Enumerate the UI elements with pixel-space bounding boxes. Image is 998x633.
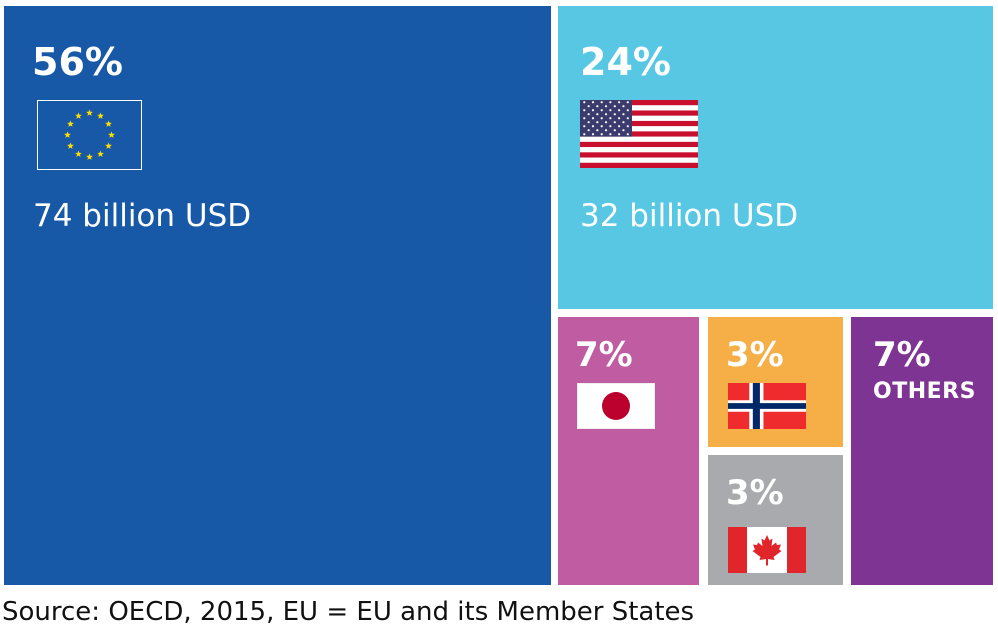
us-star-icon (626, 117, 629, 120)
us-star-icon (613, 129, 616, 132)
eu-star-icon (75, 150, 82, 157)
us-star-icon (587, 121, 590, 124)
us-star-icon (600, 125, 603, 128)
us-stripe (580, 157, 698, 163)
eu-star-icon (97, 112, 104, 119)
us-stripe (580, 131, 698, 137)
us-star-icon (583, 117, 586, 120)
us-star-icon (618, 109, 621, 112)
tile-japan: 7% (558, 317, 699, 585)
source-note: Source: OECD, 2015, EU = EU and its Memb… (2, 597, 695, 627)
us-star-icon (613, 113, 616, 116)
us-amount: 32 billion USD (580, 198, 799, 234)
us-star-icon (583, 101, 586, 104)
eu-star-icon (86, 153, 93, 160)
us-stripe (580, 120, 698, 127)
eu-star-icon (67, 120, 74, 127)
eu-star-icon (97, 150, 104, 157)
us-star-icon (587, 113, 590, 116)
japan-percent: 7% (575, 335, 633, 375)
eu-star-icon (105, 120, 112, 127)
us-star-icon (587, 129, 590, 132)
us-star-icon (618, 125, 621, 128)
us-star-icon (600, 117, 603, 120)
us-stripe (580, 141, 698, 148)
us-star-icon (596, 121, 599, 124)
us-star-icon (626, 101, 629, 104)
us-star-icon (609, 125, 612, 128)
others-label: OTHERS (873, 379, 976, 404)
us-star-icon (626, 133, 629, 136)
us-star-icon (604, 113, 608, 116)
tile-us: 24% 32 billion USD (558, 6, 993, 309)
norway-flag-icon (728, 383, 806, 429)
us-stripe (580, 110, 698, 116)
eu-star-icon (67, 142, 74, 149)
us-star-icon (596, 113, 599, 116)
us-star-icon (600, 133, 603, 136)
us-star-icon (600, 109, 603, 112)
us-star-icon (618, 101, 621, 104)
us-stripe (580, 115, 698, 122)
us-stripe (580, 105, 698, 111)
us-star-icon (591, 109, 595, 112)
canada-percent: 3% (726, 473, 784, 513)
us-star-icon (613, 105, 616, 108)
us-star-icon (622, 129, 625, 132)
us-star-icon (591, 133, 595, 136)
tile-others: 7% OTHERS (851, 317, 993, 585)
us-flag-icon (580, 100, 698, 168)
tile-canada: 3% (708, 455, 843, 585)
us-stripe (580, 136, 698, 143)
us-stripe (580, 147, 698, 153)
us-star-icon (591, 117, 595, 120)
us-star-icon (622, 105, 625, 108)
us-star-icon (596, 105, 599, 108)
us-stripe (580, 152, 698, 158)
us-stripe (580, 162, 698, 168)
eu-amount: 74 billion USD (33, 198, 252, 234)
eu-star-icon (108, 131, 115, 138)
us-star-icon (618, 133, 621, 136)
tile-eu: 56% 74 billion USD (4, 6, 551, 585)
us-star-icon (609, 117, 612, 120)
us-star-icon (604, 121, 608, 124)
us-star-icon (618, 117, 621, 120)
us-star-icon (587, 105, 590, 108)
us-star-icon (613, 121, 616, 124)
us-star-icon (591, 125, 595, 128)
tile-norway: 3% (708, 317, 843, 447)
us-star-icon (622, 113, 625, 116)
eu-star-icon (75, 112, 82, 119)
us-star-icon (604, 129, 608, 132)
us-star-icon (596, 129, 599, 132)
us-star-icon (583, 125, 586, 128)
us-star-icon (626, 125, 629, 128)
us-star-icon (626, 109, 629, 112)
us-percent: 24% (580, 40, 671, 84)
us-star-icon (622, 121, 625, 124)
us-star-icon (591, 101, 595, 104)
us-star-icon (609, 101, 612, 104)
eu-star-icon (64, 131, 71, 138)
eu-star-icon (105, 142, 112, 149)
us-star-icon (583, 133, 586, 136)
us-star-icon (600, 101, 603, 104)
others-percent: 7% (873, 335, 931, 375)
us-stripe (580, 100, 698, 106)
eu-percent: 56% (32, 40, 123, 84)
us-star-icon (583, 109, 586, 112)
eu-flag-icon (37, 100, 142, 170)
eu-star-icon (86, 109, 93, 116)
us-stripe (580, 126, 698, 132)
canada-flag-icon (728, 527, 806, 573)
us-star-icon (609, 133, 612, 136)
us-star-icon (604, 105, 608, 108)
us-star-icon (609, 109, 612, 112)
norway-percent: 3% (726, 335, 784, 375)
japan-flag-icon (577, 383, 655, 429)
